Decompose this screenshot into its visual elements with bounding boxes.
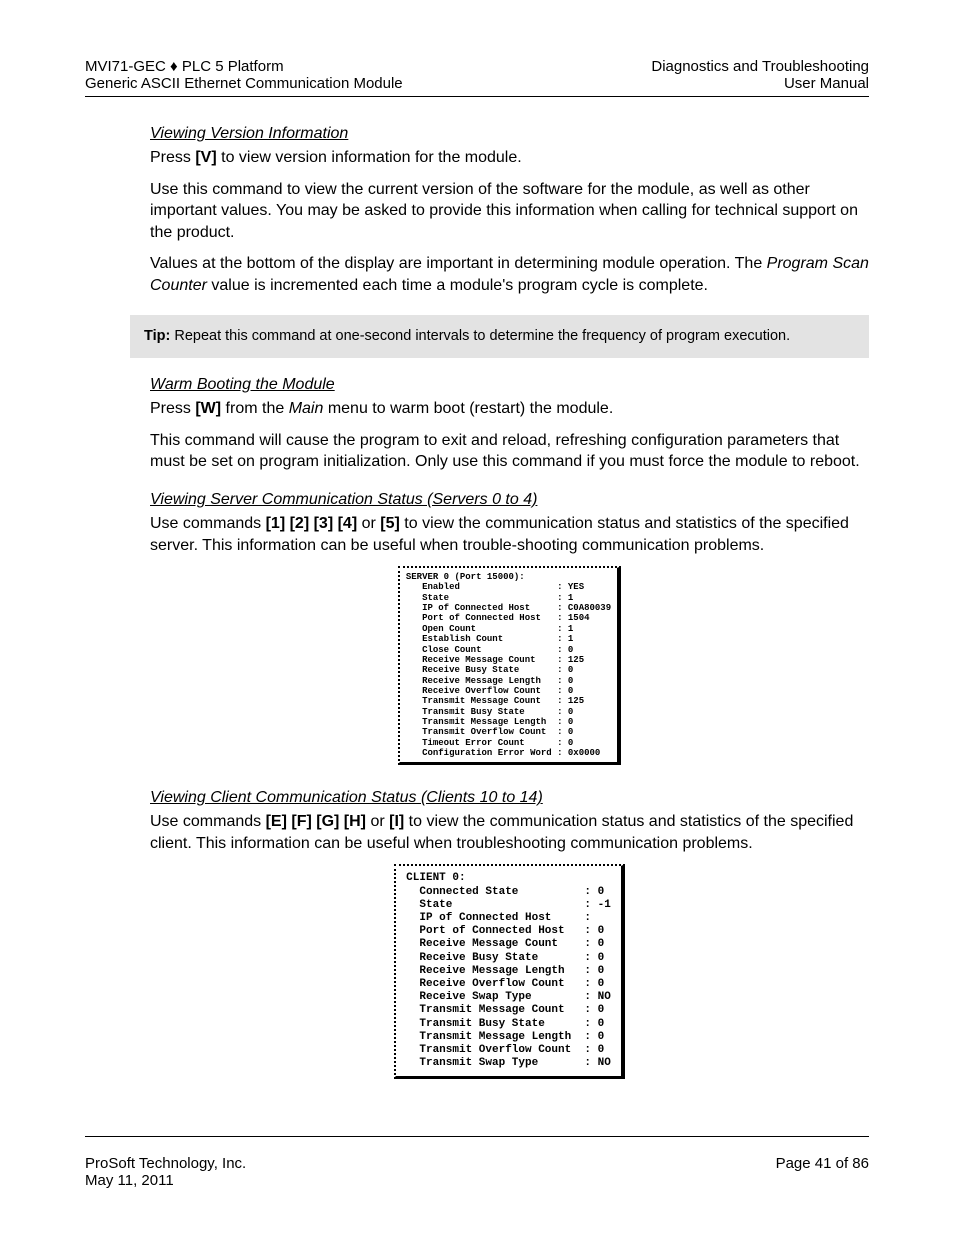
header-right-line1: Diagnostics and Troubleshooting [651,58,869,75]
heading-version-info: Viewing Version Information [150,125,869,143]
footer-rule [85,1136,869,1137]
heading-server-status: Viewing Server Communication Status (Ser… [150,491,869,509]
header-left-line2: Generic ASCII Ethernet Communication Mod… [85,75,403,92]
terminal-server-status: SERVER 0 (Port 15000): Enabled : YES Sta… [398,566,621,765]
header-product: MVI71-GEC [85,58,170,75]
terminal-client-status: CLIENT 0: Connected State : 0 State : -1… [394,864,625,1079]
header-rule [85,96,869,97]
para-client-cmds: Use commands [E] [F] [G] [H] or [I] to v… [150,811,869,854]
keys-1-4: [1] [2] [3] [4] [266,515,358,532]
diamond-icon: ♦ [170,58,178,75]
header-right-line2: User Manual [651,75,869,92]
tip-box: Tip: Repeat this command at one-second i… [130,315,869,359]
footer-date: May 11, 2011 [85,1172,246,1189]
header-right: Diagnostics and Troubleshooting User Man… [651,58,869,92]
tip-label: Tip: [144,328,170,344]
tip-text: Repeat this command at one-second interv… [170,328,790,344]
heading-client-status: Viewing Client Communication Status (Cli… [150,789,869,807]
footer-left: ProSoft Technology, Inc. May 11, 2011 [85,1155,246,1189]
header-left-line1: MVI71-GEC ♦ PLC 5 Platform [85,58,403,75]
term-main: Main [289,400,324,417]
key-5: [5] [380,515,400,532]
para-warm-boot-desc: This command will cause the program to e… [150,430,869,473]
page-header: MVI71-GEC ♦ PLC 5 Platform Generic ASCII… [85,58,869,92]
key-i: [I] [389,813,404,830]
key-v: [V] [195,149,216,166]
footer-company: ProSoft Technology, Inc. [85,1155,246,1172]
page: MVI71-GEC ♦ PLC 5 Platform Generic ASCII… [0,0,954,1235]
para-server-cmds: Use commands [1] [2] [3] [4] or [5] to v… [150,513,869,556]
page-footer: ProSoft Technology, Inc. May 11, 2011 Pa… [85,1155,869,1189]
para-program-scan: Values at the bottom of the display are … [150,253,869,296]
content-body: Viewing Version Information Press [V] to… [150,125,869,1079]
para-version-desc: Use this command to view the current ver… [150,179,869,244]
para-press-v: Press [V] to view version information fo… [150,147,869,169]
keys-e-h: [E] [F] [G] [H] [266,813,366,830]
header-left: MVI71-GEC ♦ PLC 5 Platform Generic ASCII… [85,58,403,92]
footer-page-number: Page 41 of 86 [776,1155,869,1189]
header-platform: PLC 5 Platform [178,58,284,75]
para-press-w: Press [W] from the Main menu to warm boo… [150,398,869,420]
heading-warm-boot: Warm Booting the Module [150,376,869,394]
key-w: [W] [195,400,221,417]
